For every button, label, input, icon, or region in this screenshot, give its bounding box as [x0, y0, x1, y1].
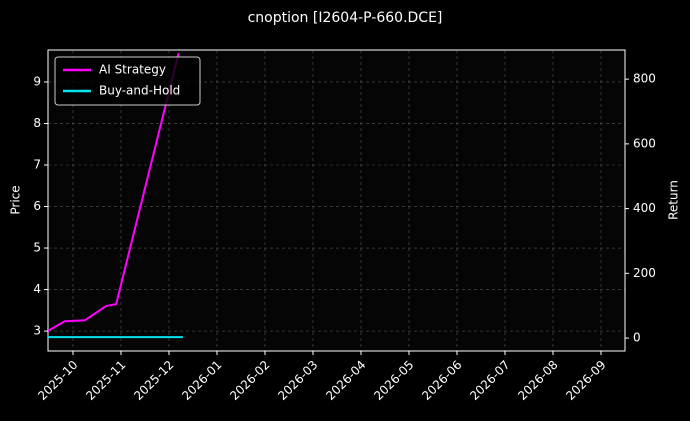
y-axis-label: Price	[9, 185, 23, 214]
y2-axis-label: Return	[667, 180, 681, 220]
legend-label: Buy-and-Hold	[99, 84, 180, 98]
y-tick-label: 4	[33, 282, 41, 296]
y-tick-label: 7	[33, 158, 41, 172]
y-tick-label: 3	[33, 324, 41, 338]
y-tick-label: 9	[33, 74, 41, 88]
legend-label: AI Strategy	[99, 63, 166, 77]
y2-tick-label: 200	[633, 266, 656, 280]
legend-box	[54, 56, 201, 106]
series-line	[48, 52, 180, 332]
plot-frame	[47, 49, 626, 352]
y-tick-label: 6	[33, 199, 41, 213]
chart-title: cnoption [I2604-P-660.DCE]	[248, 10, 443, 26]
y2-tick-label: 0	[633, 331, 641, 345]
y2-tick-label: 800	[633, 72, 656, 86]
y2-tick-label: 600	[633, 136, 656, 150]
y2-tick-label: 400	[633, 201, 656, 215]
y-tick-label: 8	[33, 116, 41, 130]
y-tick-label: 5	[33, 241, 41, 255]
